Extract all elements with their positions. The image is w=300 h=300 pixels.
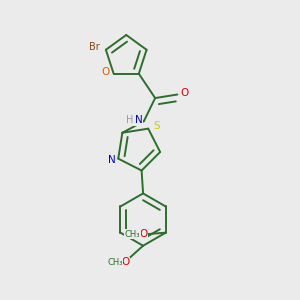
Text: O: O bbox=[180, 88, 189, 98]
Text: H: H bbox=[127, 115, 134, 125]
Text: O: O bbox=[121, 257, 129, 267]
Text: N: N bbox=[108, 154, 116, 164]
Text: CH₃: CH₃ bbox=[107, 258, 123, 267]
Text: N: N bbox=[135, 115, 142, 125]
Text: CH₃: CH₃ bbox=[125, 230, 140, 238]
Text: O: O bbox=[139, 229, 148, 239]
Text: Br: Br bbox=[89, 42, 100, 52]
Text: S: S bbox=[153, 121, 160, 131]
Text: O: O bbox=[101, 67, 110, 77]
